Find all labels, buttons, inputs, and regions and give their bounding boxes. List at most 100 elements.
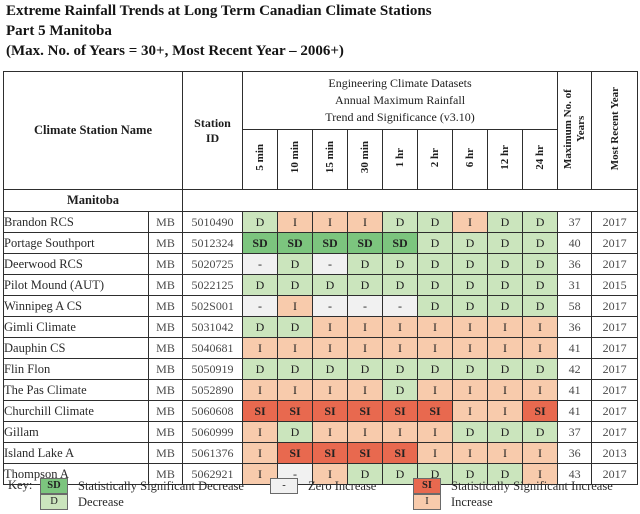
station-name-cell: Brandon RCS (3, 211, 149, 233)
header-most-recent-year: Most Recent Year (591, 71, 639, 190)
recent-year-cell: 2017 (591, 358, 639, 380)
key-swatch-i: I (413, 493, 441, 510)
recent-year-cell: 2015 (591, 274, 639, 296)
table-row: Gillam MB 5060999 I D I I I I D D D 37 2017 (3, 421, 639, 443)
key-text-sd: Statistically Significant Decrease (78, 478, 244, 493)
trend-cell: I (452, 442, 489, 464)
max-years-cell: 43 (557, 463, 593, 485)
trend-cell: SI (312, 400, 349, 422)
duration-header-text: 15 min (324, 141, 337, 174)
trend-cell: SI (242, 400, 279, 422)
section-row-filler (182, 189, 639, 212)
trend-cell: D (382, 211, 419, 233)
key-item-zero: - Zero Increase (270, 477, 376, 494)
trend-cell: - (242, 295, 279, 317)
trend-cell: D (487, 253, 524, 275)
trend-cell: D (242, 211, 279, 233)
duration-header-row: 5 min 10 min 15 min 30 min 1 hr 2 hr 6 hr 12 hr… (4, 129, 638, 190)
duration-header-text: 12 hr (499, 145, 512, 170)
trend-cell: I (417, 442, 454, 464)
duration-header-text: 1 hr (394, 147, 407, 168)
trend-cell: D (452, 274, 489, 296)
trend-cell: I (312, 421, 349, 443)
table-row: Pilot Mound (AUT) MB 5022125 D D D D D D D D D 31 201… (3, 274, 639, 296)
trend-cell: D (522, 253, 559, 275)
header-maximum-years-text: Maximum No. of Years (561, 88, 587, 169)
trend-cell: D (417, 232, 454, 254)
header-duration-10-min: 10 min (277, 129, 314, 190)
station-name-cell: Pilot Mound (AUT) (3, 274, 149, 296)
trend-cell: D (452, 253, 489, 275)
trend-cell: - (312, 253, 349, 275)
trend-cell: I (452, 379, 489, 401)
table-row: Deerwood RCS MB 5020725- D - D D D D D D 36 2017 (3, 253, 639, 275)
trend-cell: I (347, 316, 384, 338)
trend-cell: D (277, 358, 314, 380)
key-group-decrease: SD Statistically Significant Decrease D … (40, 477, 244, 510)
trend-cell: I (347, 379, 384, 401)
trend-cell: D (487, 274, 524, 296)
key-text-si: Statistically Significant Increase (451, 478, 613, 493)
key-group-zero: - Zero Increase (270, 477, 376, 494)
duration-header-text: 6 hr (464, 147, 477, 168)
key-item-i: I Increase (413, 493, 613, 510)
station-id-cell: 5022125 (182, 274, 244, 296)
recent-year-cell: 2013 (591, 442, 639, 464)
trend-cell: D (522, 232, 559, 254)
key-label: Key: (8, 478, 33, 492)
trend-cell: D (312, 274, 349, 296)
recent-year-cell: 2017 (591, 295, 639, 317)
station-id-cell: 5050919 (182, 358, 244, 380)
duration-header-text: 5 min (254, 144, 267, 171)
station-id-cell: 5040681 (182, 337, 244, 359)
trend-cell: I (347, 211, 384, 233)
trend-cell: I (417, 379, 454, 401)
section-row: Manitoba (2, 189, 639, 212)
province-cell: MB (147, 211, 184, 233)
trend-cell: SI (382, 400, 419, 422)
header-most-recent-year-text: Most Recent Year (608, 86, 621, 171)
key-item-si: SI Statistically Significant Increase (413, 477, 613, 494)
trend-cell: I (277, 295, 314, 317)
trend-cell: D (382, 463, 419, 485)
header-station-id-line1: Station (194, 115, 231, 130)
max-years-cell: 37 (557, 421, 593, 443)
title-line-3: (Max. No. of Years = 30+, Most Recent Ye… (6, 43, 344, 59)
trend-cell: - (347, 295, 384, 317)
trend-cell: D (487, 232, 524, 254)
trend-cell: I (382, 316, 419, 338)
trend-cell: D (347, 253, 384, 275)
trend-cell: D (452, 421, 489, 443)
province-cell: MB (147, 295, 184, 317)
header-duration-30-min: 30 min (347, 129, 384, 190)
max-years-cell: 40 (557, 232, 593, 254)
key-group-increase: SI Statistically Significant Increase I … (413, 477, 613, 510)
max-years-cell: 36 (557, 442, 593, 464)
table-row: The Pas Climate MB 5052890 I I I I D I I I I 41 2017 (3, 379, 639, 401)
trend-cell: D (522, 358, 559, 380)
trend-cell: D (452, 463, 489, 485)
trend-cell: SI (277, 400, 314, 422)
station-id-cell: 502S001 (182, 295, 244, 317)
province-cell: MB (147, 274, 184, 296)
trend-cell: D (277, 316, 314, 338)
table-row: Gimli Climate MB 5031042 D D I I I I I I I 36 2017 (3, 316, 639, 338)
max-years-cell: 36 (557, 316, 593, 338)
trend-cell: - (382, 295, 419, 317)
title-line-1: Extreme Rainfall Trends at Long Term Can… (6, 3, 432, 19)
recent-year-cell: 2017 (591, 253, 639, 275)
key-text-zero: Zero Increase (308, 478, 377, 493)
recent-year-cell: 2017 (591, 379, 639, 401)
trend-cell: SD (277, 232, 314, 254)
table-row: Winnipeg A CS MB 502S001- I - - - D D D D 58 2017 (3, 295, 639, 317)
station-name-cell: Winnipeg A CS (3, 295, 149, 317)
province-cell: MB (147, 316, 184, 338)
recent-year-cell: 2017 (591, 463, 639, 485)
duration-header-text: 24 hr (534, 145, 547, 170)
province-cell: MB (147, 253, 184, 275)
header-dataset-title: Engineering Climate Datasets Annual Maxi… (242, 71, 559, 130)
header-dataset-line1: Engineering Climate Datasets (328, 76, 472, 90)
key-swatch-d: D (40, 493, 68, 510)
trend-cell: D (347, 358, 384, 380)
trend-cell: I (242, 337, 279, 359)
